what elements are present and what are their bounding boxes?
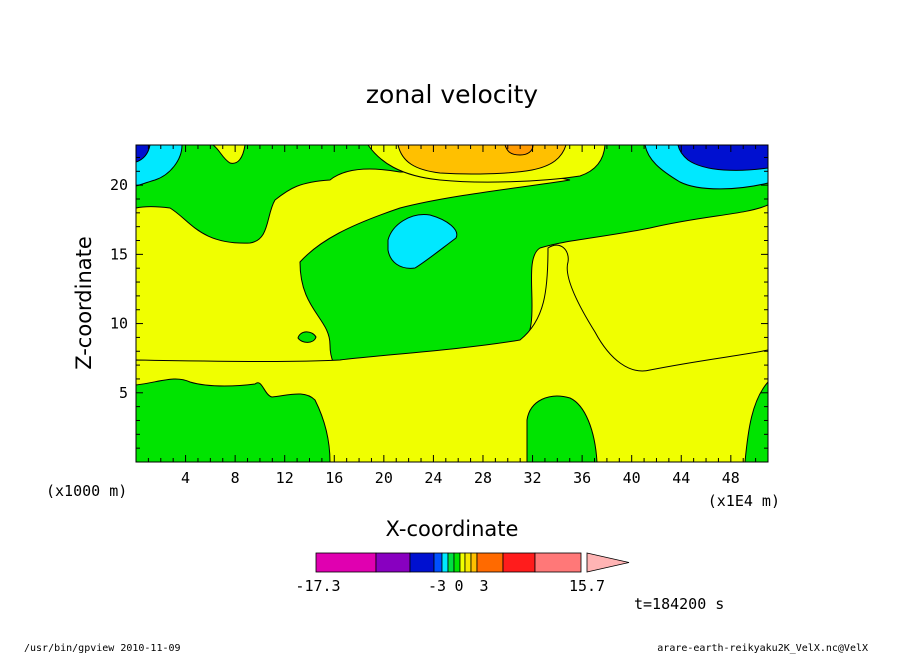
colorbar-segment: [433, 552, 443, 573]
colorbar-segment: [502, 552, 536, 573]
colorbar-segment: [409, 552, 435, 573]
x-tick-label: 20: [375, 469, 393, 487]
colorbar-segment: [315, 552, 377, 573]
footer-right: arare-earth-reikyaku2K_VelX.nc@VelX: [657, 643, 868, 654]
colorbar-label: -17.3: [295, 577, 340, 595]
colorbar-segment: [534, 552, 582, 573]
x-axis-unit: (x1E4 m): [708, 492, 780, 510]
colorbar-label: 3: [479, 577, 488, 595]
x-axis-label: X-coordinate: [386, 517, 519, 541]
region-lower-left-green: [136, 378, 331, 462]
colorbar-segment: [375, 552, 411, 573]
y-tick-label: 10: [110, 315, 128, 333]
y-tick-label: 20: [110, 176, 128, 194]
colorbar-segment: [447, 552, 455, 573]
x-tick-label: 8: [231, 469, 240, 487]
colorbar: -17.3 -3 0 3 15.7: [295, 552, 630, 595]
colorbar-segment: [441, 552, 449, 573]
y-axis-unit: (x1000 m): [46, 482, 127, 500]
colorbar-segment: [464, 552, 472, 573]
y-tick-label: 5: [119, 384, 128, 402]
x-tick-label: 36: [573, 469, 591, 487]
y-axis-ticks: 5 10 15 20: [110, 156, 768, 463]
x-tick-label: 28: [474, 469, 492, 487]
x-tick-label: 24: [424, 469, 442, 487]
colorbar-label: 0: [454, 577, 463, 595]
x-tick-label: 16: [325, 469, 343, 487]
x-tick-label: 32: [524, 469, 542, 487]
contour-field: [136, 145, 768, 462]
x-tick-label: 48: [722, 469, 740, 487]
region-yellow-upper-left-bump: [212, 145, 246, 164]
x-tick-label: 40: [623, 469, 641, 487]
region-small-green-cell: [297, 331, 317, 343]
colorbar-label: -3: [428, 577, 446, 595]
y-axis-label: Z-coordinate: [72, 236, 96, 370]
footer-left: /usr/bin/gpview 2010-11-09: [24, 643, 181, 654]
x-tick-label: 4: [181, 469, 190, 487]
region-upper-green-band: [136, 145, 768, 384]
region-isolated-cyan-cell: [387, 214, 458, 269]
plot-frame: [135, 144, 769, 463]
colorbar-segment: [453, 552, 461, 573]
region-bottom-center-green: [526, 395, 598, 462]
y-tick-label: 15: [110, 245, 128, 263]
time-label: t=184200 s: [634, 595, 724, 613]
x-axis-ticks: 4 8 12 16 20 24 28 32 36 40 44 48: [135, 145, 769, 487]
colorbar-extend-arrow: [586, 552, 630, 573]
region-top-right-blue: [677, 145, 768, 171]
x-tick-label: 44: [672, 469, 690, 487]
colorbar-label: 15.7: [569, 577, 605, 595]
colorbar-segment: [459, 552, 466, 573]
colorbar-segment: [476, 552, 504, 573]
colorbar-segment: [470, 552, 478, 573]
x-tick-label: 12: [276, 469, 294, 487]
chart-title: zonal velocity: [366, 80, 538, 109]
